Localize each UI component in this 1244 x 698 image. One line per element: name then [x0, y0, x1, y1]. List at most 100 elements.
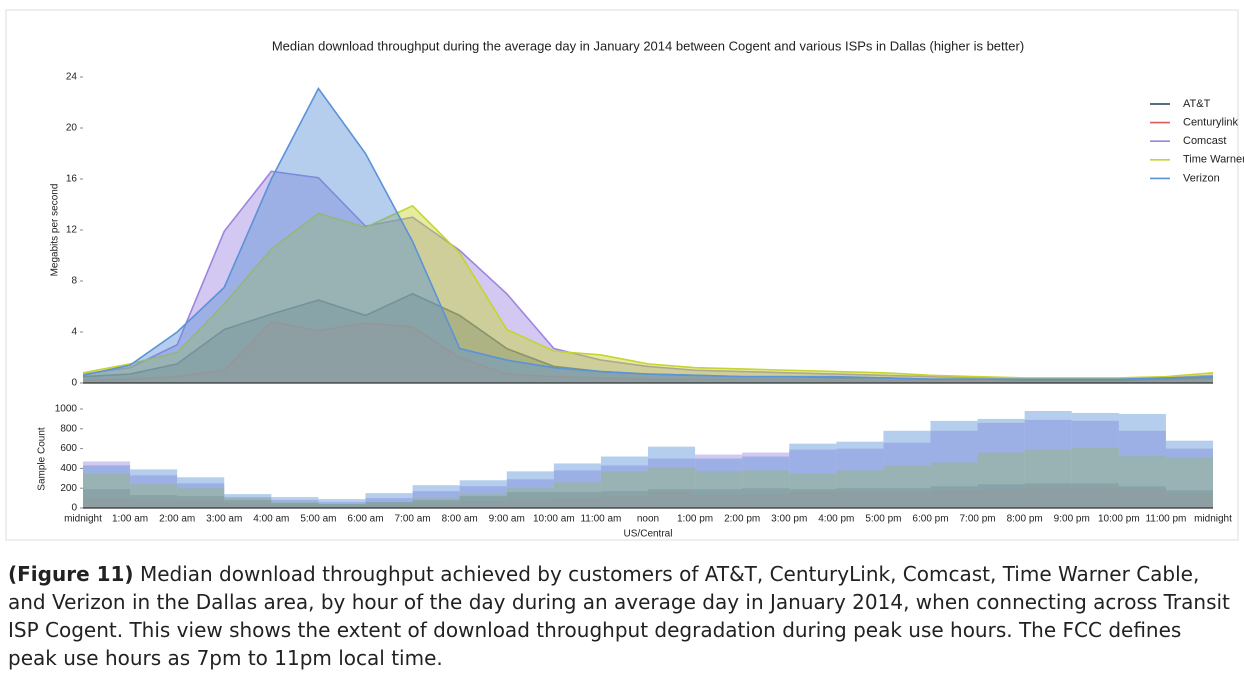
bin — [977, 484, 1025, 508]
bin — [600, 471, 648, 508]
y-tick-label: 4 — [71, 327, 77, 338]
bin — [1118, 413, 1166, 508]
bin — [1165, 457, 1213, 508]
bin — [1024, 483, 1072, 508]
line — [82, 320, 1214, 383]
bin — [600, 465, 648, 508]
x-tick-label: 11:00 pm — [1145, 514, 1186, 525]
bin — [695, 471, 743, 508]
bin — [977, 452, 1025, 508]
y-tick-label: 800 — [60, 423, 77, 434]
bin — [506, 479, 554, 508]
bin — [271, 502, 319, 508]
bin — [412, 503, 460, 508]
bin — [695, 495, 743, 508]
bin — [1071, 447, 1119, 508]
bin — [648, 458, 696, 508]
bin — [836, 488, 884, 508]
bin — [836, 441, 884, 508]
caption-text: Median download throughput achieved by c… — [8, 562, 1230, 670]
bin — [459, 501, 507, 508]
bin — [318, 504, 366, 508]
y-tick-label: 400 — [60, 463, 77, 474]
y-tick-label: 0 — [71, 378, 77, 389]
bin — [789, 492, 837, 508]
bin — [224, 503, 272, 508]
bin — [1118, 489, 1166, 508]
bin — [318, 502, 366, 508]
bin — [1024, 488, 1072, 508]
bin — [930, 486, 978, 508]
bin — [1024, 419, 1072, 508]
x-tick-label: 1:00 pm — [677, 514, 713, 525]
area — [83, 205, 1213, 383]
bin — [930, 430, 978, 508]
y-tick-label: 24 — [66, 72, 78, 83]
x-tick-label: 9:00 pm — [1054, 514, 1090, 525]
bin — [553, 498, 601, 508]
bin — [742, 452, 790, 508]
area — [83, 321, 1213, 383]
legend-label: Verizon — [1183, 172, 1220, 184]
bin — [553, 470, 601, 508]
bin — [177, 483, 225, 508]
x-tick-label: noon — [637, 514, 659, 525]
x-tick-label: 8:00 am — [442, 514, 478, 525]
bin — [742, 470, 790, 508]
y-tick-label: 200 — [60, 483, 77, 494]
bin — [1071, 420, 1119, 508]
bin — [224, 500, 272, 508]
bin — [177, 488, 225, 508]
bin — [83, 473, 131, 508]
y-tick-label: 12 — [66, 225, 78, 236]
bin — [1071, 483, 1119, 508]
bin — [695, 458, 743, 508]
bin — [459, 494, 507, 508]
bin — [224, 498, 272, 508]
bin — [1165, 440, 1213, 508]
bin — [459, 496, 507, 508]
bin — [318, 506, 366, 508]
bin — [789, 443, 837, 508]
bin — [789, 449, 837, 508]
y-axis-label: Sample Count — [37, 427, 48, 491]
bin — [1118, 486, 1166, 508]
line — [82, 86, 1214, 380]
bin — [1118, 430, 1166, 508]
bin — [883, 465, 931, 508]
bin — [130, 495, 178, 508]
bin — [83, 498, 131, 508]
x-tick-label: 10:00 am — [533, 514, 575, 525]
caption: (Figure 11) Median download throughput a… — [8, 560, 1236, 672]
bin — [412, 491, 460, 508]
bin — [177, 496, 225, 508]
area — [83, 88, 1213, 383]
y-tick-label: 0 — [71, 503, 77, 514]
x-tick-label: 4:00 am — [253, 514, 289, 525]
bin — [930, 490, 978, 508]
line — [82, 204, 1214, 379]
bin — [83, 465, 131, 508]
bin — [506, 471, 554, 508]
bin — [506, 488, 554, 508]
bin — [506, 499, 554, 508]
chart: Median download throughput during the av… — [5, 9, 1244, 541]
bin — [1024, 410, 1072, 508]
bin — [506, 492, 554, 508]
x-tick-label: 6:00 pm — [912, 514, 948, 525]
bin — [883, 492, 931, 508]
bin — [789, 473, 837, 508]
bin — [1165, 493, 1213, 508]
bin — [836, 491, 884, 508]
bin — [1071, 488, 1119, 508]
bin — [1118, 455, 1166, 508]
x-tick-label: 4:00 pm — [818, 514, 854, 525]
bin — [977, 422, 1025, 508]
area — [83, 171, 1213, 383]
frame — [5, 9, 1239, 541]
bin — [177, 500, 225, 508]
bin — [459, 486, 507, 508]
legend-label: Centurylink — [1183, 117, 1239, 129]
bin — [883, 442, 931, 508]
bin — [365, 493, 413, 508]
